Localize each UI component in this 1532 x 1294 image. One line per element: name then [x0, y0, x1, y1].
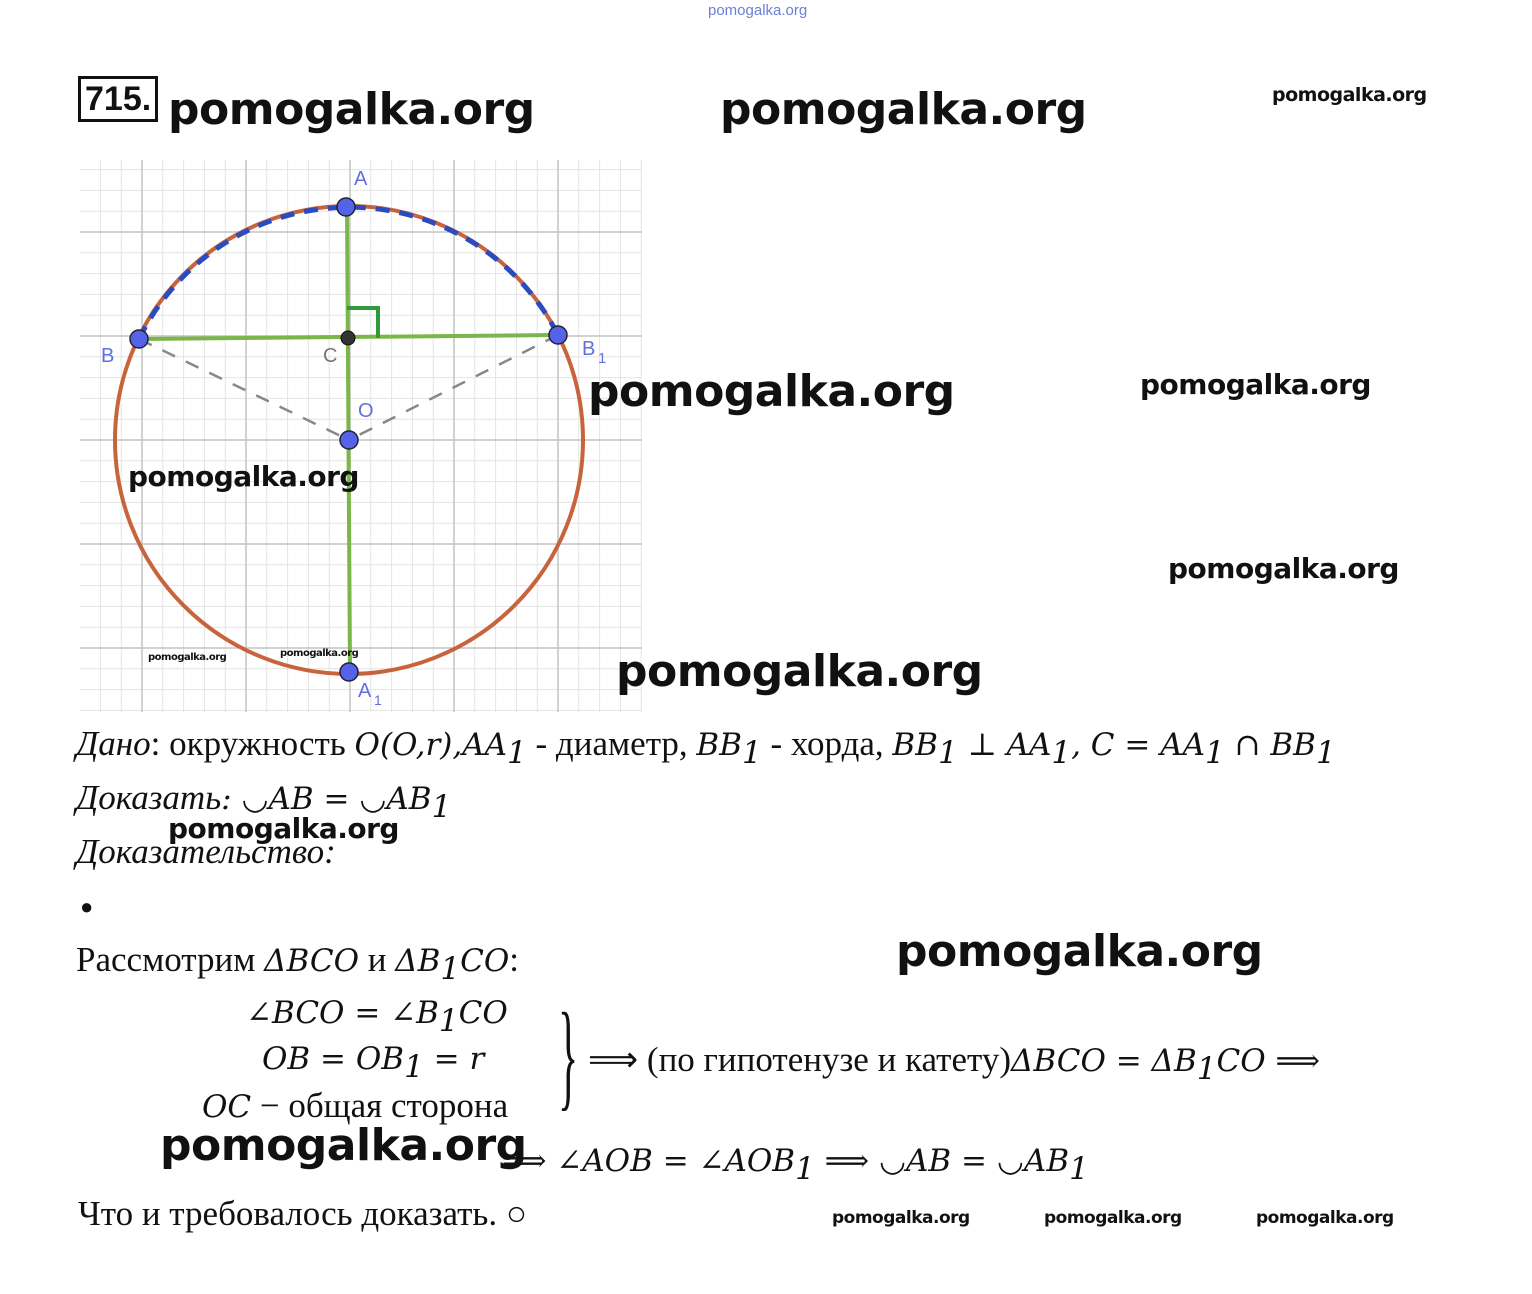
text: − общая сторона	[251, 1086, 509, 1125]
given-math: BB	[696, 727, 742, 763]
given-math: O(O,r),AA	[354, 727, 508, 763]
watermark: pomogalka.org	[128, 460, 359, 493]
watermark: pomogalka.org	[160, 1120, 527, 1171]
point-o	[339, 430, 359, 450]
watermark: pomogalka.org	[168, 812, 399, 845]
given-label: Дано	[76, 724, 151, 763]
watermark: pomogalka.org	[1140, 368, 1371, 401]
label-b: B	[101, 345, 114, 367]
prove-math: : ◡AB = ◡AB	[221, 781, 432, 817]
math: CO ⟹	[1216, 1043, 1320, 1079]
watermark: pomogalka.org	[896, 926, 1263, 977]
system-line-3: OC − общая сторона	[202, 1086, 508, 1126]
sub: 1	[1069, 1151, 1089, 1187]
math: OC	[202, 1089, 252, 1125]
qed-line: Что и требовалось доказать. ○	[78, 1194, 528, 1233]
system-line-1: ∠BCO = ∠B1CO	[246, 992, 508, 1039]
label-a1-sub: 1	[374, 692, 382, 708]
consider-math: ΔBCO	[264, 943, 359, 979]
grid	[80, 160, 642, 712]
point-b	[129, 329, 149, 349]
brace: }	[558, 988, 579, 1121]
watermark: pomogalka.org	[1168, 552, 1399, 585]
consider-text: Рассмотрим	[76, 940, 265, 979]
geometry-figure: A B B 1 C O A 1	[80, 160, 642, 712]
given-math: ∩ BB	[1224, 727, 1316, 763]
sub: 1	[795, 1151, 815, 1187]
consider-text: :	[509, 940, 520, 979]
sub: 1	[1204, 735, 1225, 771]
segment-ob	[138, 337, 350, 442]
given-math: ⊥ AA	[957, 727, 1052, 763]
watermark: pomogalka.org	[280, 648, 359, 659]
sub: 1	[1196, 1051, 1217, 1087]
problem-number: 715.	[78, 76, 159, 122]
sub: 1	[937, 735, 958, 771]
given-line: Дано: окружность O(O,r),AA1 - диаметр, B…	[76, 724, 1336, 771]
system-line-2: OB = OB1 = r	[262, 1038, 484, 1085]
grid-major	[80, 160, 642, 712]
sub: 1	[741, 735, 762, 771]
arc-bab1	[136, 204, 561, 341]
given-text: : окружность	[150, 724, 355, 763]
prove-line: Доказать: ◡AB = ◡AB1	[76, 778, 451, 825]
point-a	[336, 197, 356, 217]
bullet: ●	[80, 894, 94, 919]
sub: 1	[1315, 735, 1336, 771]
given-math: , C = AA	[1071, 727, 1205, 763]
watermark: pomogalka.org	[616, 646, 983, 697]
sub: 1	[507, 735, 527, 771]
math: ⟹ ◡AB = ◡AB	[814, 1143, 1070, 1179]
segment-ob1	[348, 333, 559, 442]
conclusion-line: ⟹ ∠AOB = ∠AOB1 ⟹ ◡AB = ◡AB1	[502, 1140, 1089, 1187]
math: = r	[423, 1041, 485, 1077]
given-text: - хорда,	[761, 724, 893, 763]
watermark: pomogalka.org	[168, 84, 535, 135]
right-angle-mark	[347, 306, 380, 338]
sub: 1	[438, 1003, 459, 1039]
point-c	[340, 330, 356, 346]
watermark: pomogalka.org	[1044, 1208, 1182, 1228]
sub: 1	[404, 1049, 424, 1085]
watermark: pomogalka.org	[720, 84, 1087, 135]
math: ∠BCO = ∠B	[246, 995, 439, 1031]
proof-label: Доказательство:	[76, 832, 336, 871]
prove-label: Доказать	[76, 778, 222, 817]
label-o: O	[358, 400, 374, 422]
watermark: pomogalka.org	[1272, 84, 1427, 106]
sub: 1	[1051, 735, 1072, 771]
math: ΔBCO = ΔB	[1011, 1043, 1197, 1079]
watermark-top: pomogalka.org	[708, 2, 808, 19]
system-result: ⟹ (по гипотенузе и катету)ΔBCO = ΔB1CO ⟹	[588, 1040, 1320, 1087]
label-a: A	[354, 168, 368, 190]
sub: 1	[431, 789, 452, 825]
label-c: C	[323, 345, 337, 367]
watermark: pomogalka.org	[588, 366, 955, 417]
math: CO	[458, 995, 508, 1031]
math: ⟹ ∠AOB = ∠AOB	[502, 1143, 796, 1179]
math: OB = OB	[262, 1041, 405, 1077]
given-text: - диаметр,	[526, 724, 697, 763]
text: ⟹ (по гипотенузе и катету)	[588, 1040, 1011, 1079]
consider-math: CO	[460, 943, 510, 979]
label-a1: A	[358, 680, 372, 702]
label-b1-sub: 1	[598, 350, 606, 367]
point-b1	[548, 325, 568, 345]
watermark: pomogalka.org	[832, 1208, 970, 1228]
sub: 1	[440, 951, 461, 987]
consider-text: и	[359, 940, 396, 979]
given-math: BB	[892, 727, 938, 763]
consider-math: ΔB	[395, 943, 441, 979]
watermark: pomogalka.org	[148, 652, 227, 663]
label-b1: B	[582, 338, 595, 360]
consider-line: Рассмотрим ΔBCO и ΔB1CO:	[76, 940, 519, 987]
watermark: pomogalka.org	[1256, 1208, 1394, 1228]
point-a1	[339, 662, 359, 682]
